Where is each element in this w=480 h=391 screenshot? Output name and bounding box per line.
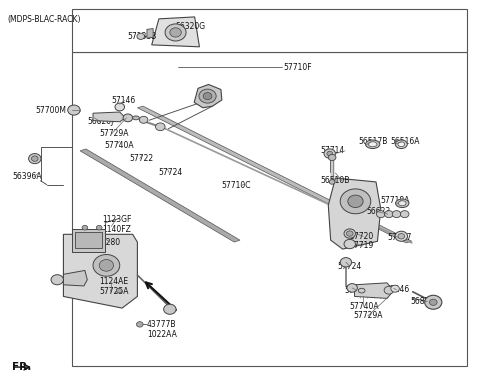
Text: 57700M: 57700M bbox=[36, 106, 67, 115]
Text: 43777B: 43777B bbox=[147, 320, 177, 329]
Ellipse shape bbox=[359, 288, 365, 293]
Ellipse shape bbox=[365, 140, 380, 149]
Circle shape bbox=[430, 299, 437, 305]
Circle shape bbox=[395, 231, 408, 241]
Text: 1123GF: 1123GF bbox=[103, 215, 132, 224]
Bar bbox=[75, 232, 102, 248]
Circle shape bbox=[93, 255, 120, 276]
Text: 57729A: 57729A bbox=[99, 129, 129, 138]
Circle shape bbox=[51, 275, 63, 285]
Text: 57719: 57719 bbox=[350, 242, 374, 251]
Text: 57740A: 57740A bbox=[104, 140, 133, 149]
Polygon shape bbox=[355, 283, 394, 298]
Polygon shape bbox=[147, 29, 153, 38]
Text: 57724: 57724 bbox=[338, 262, 362, 271]
Circle shape bbox=[384, 211, 393, 218]
Text: 56510B: 56510B bbox=[320, 176, 349, 185]
Circle shape bbox=[425, 295, 442, 309]
Circle shape bbox=[137, 33, 144, 39]
Text: 57729A: 57729A bbox=[354, 311, 383, 320]
Circle shape bbox=[32, 156, 38, 161]
Polygon shape bbox=[194, 84, 222, 108]
Bar bbox=[72, 9, 467, 52]
Polygon shape bbox=[63, 234, 137, 308]
Circle shape bbox=[391, 285, 399, 292]
Text: 57718A: 57718A bbox=[381, 196, 410, 204]
Polygon shape bbox=[63, 271, 87, 286]
Circle shape bbox=[327, 151, 333, 156]
Circle shape bbox=[400, 211, 409, 218]
Circle shape bbox=[156, 123, 165, 131]
Text: 57710C: 57710C bbox=[221, 181, 251, 190]
Text: 56820H: 56820H bbox=[411, 297, 441, 306]
Circle shape bbox=[398, 233, 405, 239]
Circle shape bbox=[384, 286, 394, 294]
Circle shape bbox=[328, 154, 336, 161]
Polygon shape bbox=[137, 106, 412, 243]
Text: 57725A: 57725A bbox=[99, 287, 129, 296]
Circle shape bbox=[329, 179, 335, 184]
Text: 56517B: 56517B bbox=[359, 137, 388, 146]
Circle shape bbox=[115, 103, 124, 111]
Circle shape bbox=[68, 105, 80, 115]
Bar bbox=[72, 229, 105, 252]
Ellipse shape bbox=[398, 201, 406, 206]
Circle shape bbox=[116, 288, 122, 293]
Circle shape bbox=[136, 322, 143, 327]
Polygon shape bbox=[328, 178, 381, 249]
Text: 57720: 57720 bbox=[350, 232, 374, 241]
Circle shape bbox=[340, 258, 352, 267]
Circle shape bbox=[82, 225, 88, 230]
Circle shape bbox=[340, 189, 371, 214]
Text: 56320G: 56320G bbox=[176, 22, 206, 31]
Text: 1124AE: 1124AE bbox=[99, 277, 128, 286]
Circle shape bbox=[376, 211, 385, 218]
Circle shape bbox=[139, 116, 148, 123]
Text: (MDPS-BLAC-RACK): (MDPS-BLAC-RACK) bbox=[7, 15, 81, 24]
Circle shape bbox=[29, 154, 41, 164]
Circle shape bbox=[199, 89, 216, 103]
Text: 56623: 56623 bbox=[366, 207, 391, 216]
Ellipse shape bbox=[396, 140, 407, 149]
Text: 57740A: 57740A bbox=[350, 301, 379, 310]
Circle shape bbox=[344, 239, 356, 249]
Circle shape bbox=[165, 24, 186, 41]
Circle shape bbox=[392, 211, 401, 218]
Text: 57710F: 57710F bbox=[283, 63, 312, 72]
Ellipse shape bbox=[368, 142, 377, 147]
Polygon shape bbox=[152, 17, 199, 47]
Text: 57714: 57714 bbox=[320, 146, 345, 155]
Text: 57146: 57146 bbox=[111, 96, 135, 105]
Circle shape bbox=[344, 229, 356, 238]
Circle shape bbox=[347, 283, 358, 292]
Ellipse shape bbox=[398, 142, 405, 147]
Text: 1022AA: 1022AA bbox=[147, 330, 177, 339]
Bar bbox=[72, 52, 467, 366]
Text: 57722: 57722 bbox=[344, 286, 368, 295]
Text: 57722: 57722 bbox=[129, 154, 154, 163]
Circle shape bbox=[348, 195, 363, 208]
Circle shape bbox=[99, 260, 114, 271]
Text: 57737: 57737 bbox=[387, 233, 411, 242]
Text: 56820J: 56820J bbox=[87, 117, 114, 126]
Text: 56396A: 56396A bbox=[12, 172, 41, 181]
Circle shape bbox=[347, 231, 353, 236]
Text: 56516A: 56516A bbox=[390, 137, 420, 146]
Ellipse shape bbox=[132, 116, 139, 120]
Ellipse shape bbox=[396, 199, 409, 208]
Circle shape bbox=[164, 304, 176, 314]
Text: 57280: 57280 bbox=[97, 238, 121, 247]
Text: 1140FZ: 1140FZ bbox=[103, 225, 132, 234]
Text: 57724: 57724 bbox=[158, 169, 182, 178]
Polygon shape bbox=[80, 149, 240, 242]
Circle shape bbox=[96, 225, 102, 230]
Text: FR.: FR. bbox=[12, 362, 31, 372]
Text: 57138B: 57138B bbox=[128, 32, 157, 41]
Circle shape bbox=[170, 28, 181, 37]
Text: 57146: 57146 bbox=[385, 285, 410, 294]
Polygon shape bbox=[93, 112, 125, 122]
Circle shape bbox=[203, 93, 212, 100]
Circle shape bbox=[324, 149, 336, 158]
Circle shape bbox=[123, 114, 132, 122]
